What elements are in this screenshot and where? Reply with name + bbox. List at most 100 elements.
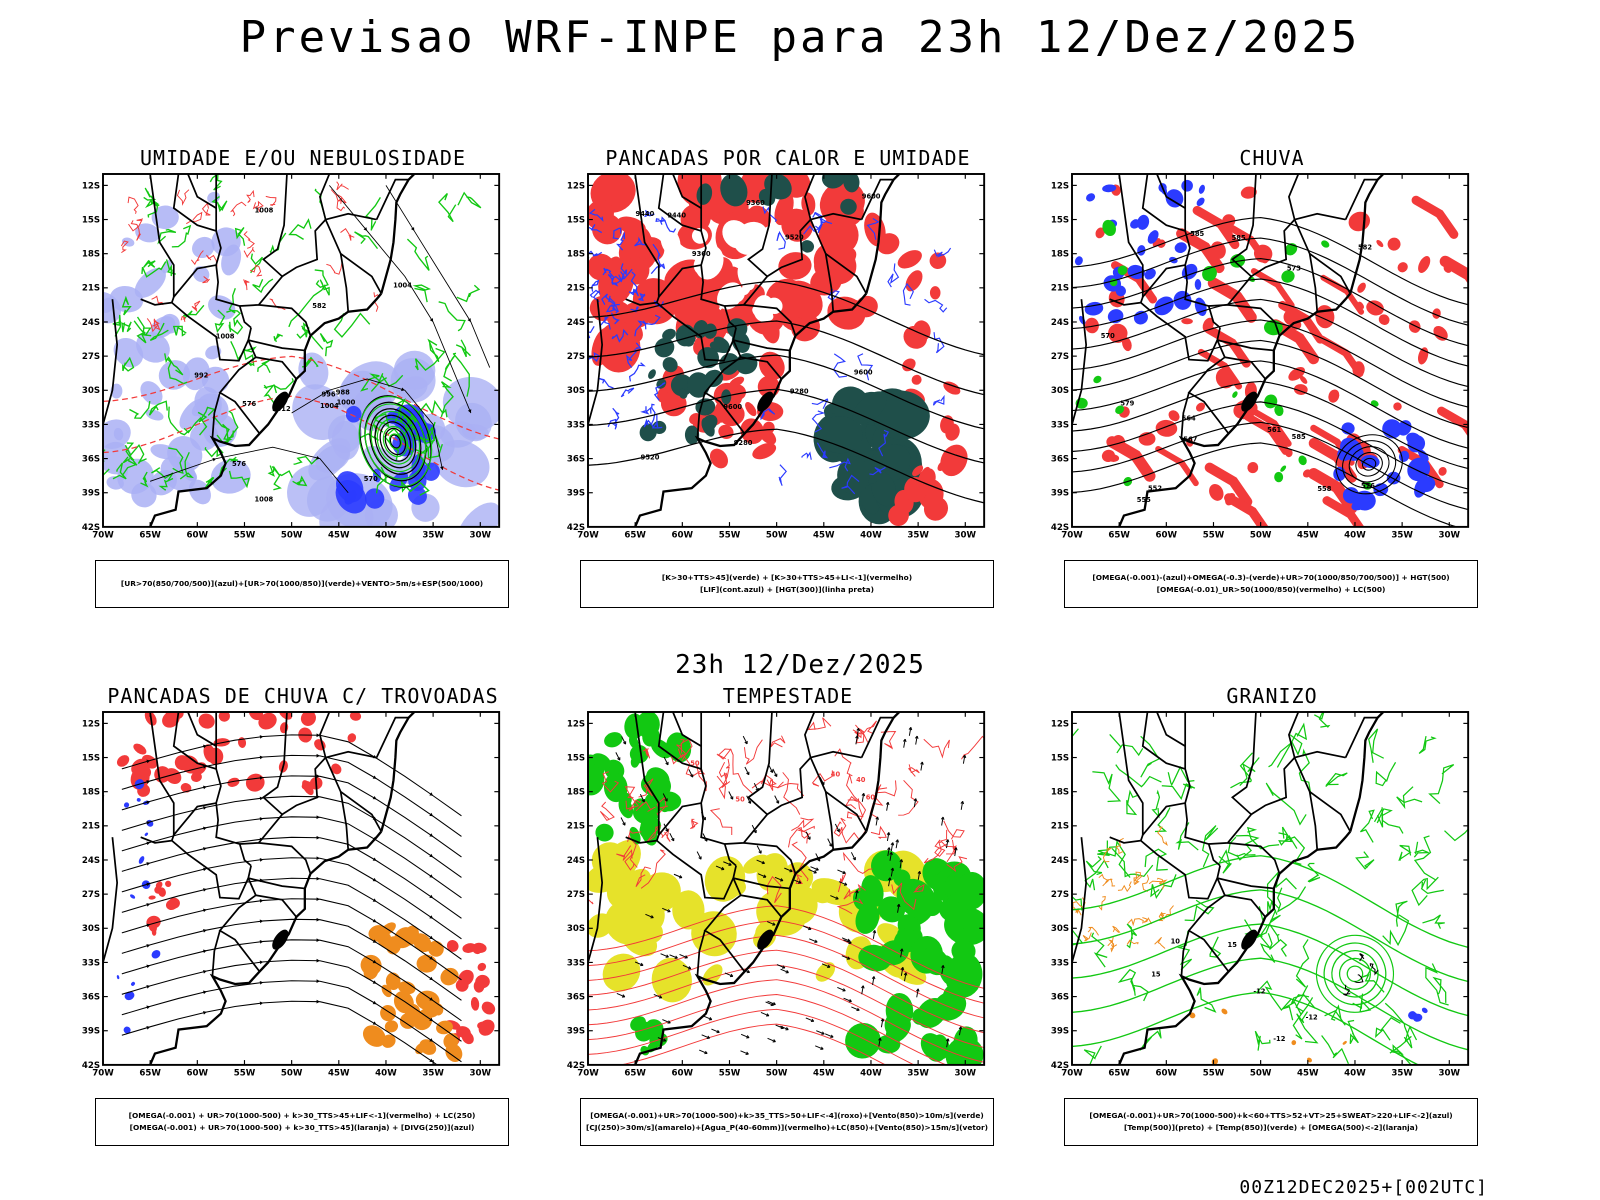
lon-tick-label: 70W <box>1061 530 1083 540</box>
forecast-map: 50 40 60 50 40 12S 15S 18S 21S 24S 27S 30S 33S 36S 39S… <box>567 711 986 1078</box>
lat-tick-label: 12S <box>1051 719 1069 729</box>
lon-tick-label: 30W <box>470 1068 492 1078</box>
lat-tick-label: 42S <box>567 1061 585 1071</box>
lon-tick-label: 35W <box>1391 530 1413 540</box>
contour-label: 1008 <box>216 332 235 340</box>
contour-label: 60 <box>866 794 876 802</box>
contour-label: 50 <box>690 759 700 767</box>
contour-label: 1000 <box>337 398 356 406</box>
lat-tick-label: 21S <box>567 822 585 832</box>
lat-tick-label: 27S <box>82 890 100 900</box>
lon-tick-label: 35W <box>422 530 444 540</box>
lat-tick-label: 33S <box>1051 958 1069 968</box>
lat-tick-label: 12S <box>567 181 585 191</box>
lon-tick-label: 45W <box>1297 530 1319 540</box>
lat-tick-label: 36S <box>1051 454 1069 464</box>
contour-label: 585 <box>1292 433 1306 441</box>
map-layers: 1008101210081004100099699298810041008570… <box>103 174 500 527</box>
lon-tick-label: 45W <box>1297 1068 1319 1078</box>
lon-tick-label: 70W <box>577 530 599 540</box>
lon-tick-label: 30W <box>470 530 492 540</box>
panel-title: CHUVA <box>1239 146 1305 170</box>
contour-label: 558 <box>1317 485 1331 493</box>
contour-label: 1004 <box>393 281 412 289</box>
contour-label: 996 <box>322 391 336 399</box>
contour-label: 561 <box>1267 426 1281 434</box>
lat-tick-label: 36S <box>82 454 100 464</box>
lat-tick-label: 30S <box>1051 924 1069 934</box>
lat-tick-label: 18S <box>1051 788 1069 798</box>
lon-tick-label: 30W <box>1439 1068 1461 1078</box>
lon-tick-label: 55W <box>234 1068 256 1078</box>
contour-label: 40 <box>856 776 866 784</box>
contour-label: 15 <box>1228 941 1238 949</box>
legend-line: [OMEGA(-0.001)+UR>70(1000-500)+k>35_TTS>… <box>590 1111 984 1120</box>
lat-tick-label: 36S <box>567 454 585 464</box>
map-layers: 50 40 60 50 40 <box>588 712 985 1065</box>
lat-tick-label: 15S <box>1051 215 1069 225</box>
panel-title: TEMPESTADE <box>722 684 854 708</box>
forecast-time-label: 23h 12/Dez/2025 <box>675 650 925 680</box>
contour-label: 10 <box>1171 938 1181 946</box>
coastline-borders <box>103 712 416 1065</box>
lon-tick-label: 60W <box>672 1068 694 1078</box>
coastline-borders <box>103 174 416 527</box>
contour-label: 9520 <box>785 234 804 242</box>
contour-label: 9600 <box>862 192 881 200</box>
lon-tick-label: 70W <box>92 530 114 540</box>
forecast-map: 1008101210081004100099699298810041008570… <box>82 173 501 540</box>
lat-tick-label: 30S <box>567 386 585 396</box>
contour-label: 573 <box>1287 265 1301 273</box>
lat-tick-label: 36S <box>1051 992 1069 1002</box>
lat-tick-label: 39S <box>1051 1027 1069 1037</box>
lat-tick-label: 39S <box>567 489 585 499</box>
lon-tick-label: 65W <box>139 530 161 540</box>
legend-line: [OMEGA(-0.001) + UR>70(1000-500) + k>30_… <box>128 1111 476 1120</box>
lat-tick-label: 42S <box>82 1061 100 1071</box>
lat-tick-label: 15S <box>1051 753 1069 763</box>
legend-line: [OMEGA(-0.01)_UR>50(1000/850)(vermelho) … <box>1156 585 1386 594</box>
contour-label: 582 <box>312 302 326 310</box>
panel-granizo: GRANIZO -12 -12 -12 15 10 15 12S 15S 18S 21S 24S 27S… <box>1051 684 1482 1146</box>
contour-label: 9280 <box>790 387 809 395</box>
contour-label: 1012 <box>272 405 291 413</box>
contour-label: -12 <box>1253 988 1265 996</box>
contour-label: 1008 <box>254 496 273 504</box>
contour-label: 585 <box>1232 234 1246 242</box>
lat-tick-label: 21S <box>82 822 100 832</box>
map-layers <box>103 712 496 1065</box>
lat-tick-label: 42S <box>1051 523 1069 533</box>
lon-tick-label: 60W <box>187 1068 209 1078</box>
contour-label: 9520 <box>641 453 660 461</box>
legend-line: [LIF](cont.azul) + [HGT(300)](linha pret… <box>700 585 874 594</box>
lon-tick-label: 40W <box>860 1068 882 1078</box>
contour-label: 988 <box>336 389 350 397</box>
legend-caption: [OMEGA(-0.001)-(azul)+OMEGA(-0.3)-(verde… <box>1064 560 1478 608</box>
lat-tick-label: 30S <box>567 924 585 934</box>
lon-tick-label: 70W <box>92 1068 114 1078</box>
lon-tick-label: 40W <box>375 1068 397 1078</box>
lat-tick-label: 21S <box>82 284 100 294</box>
lon-tick-label: 45W <box>328 1068 350 1078</box>
lon-tick-label: 50W <box>1250 1068 1272 1078</box>
map-layers: 9600 9520 9440 9360 9280 9600 9520 9440 9360 9280… <box>588 174 985 527</box>
lon-tick-label: 35W <box>907 1068 929 1078</box>
lat-tick-label: 39S <box>1051 489 1069 499</box>
lat-tick-label: 30S <box>82 386 100 396</box>
lat-tick-label: 33S <box>1051 420 1069 430</box>
lon-tick-label: 60W <box>672 530 694 540</box>
lon-tick-label: 50W <box>281 1068 303 1078</box>
contour-label: 1004 <box>320 402 339 410</box>
panel-title: PANCADAS DE CHUVA C/ TROVOADAS <box>107 684 499 708</box>
lat-tick-label: 18S <box>567 788 585 798</box>
lon-tick-label: 70W <box>1061 1068 1083 1078</box>
contour-label: 576 <box>1361 482 1375 490</box>
legend-line: [Temp(500)](preto) + [Temp(850)](verde) … <box>1123 1123 1419 1132</box>
contour-label: 579 <box>1120 399 1134 407</box>
contour-label: 1008 <box>255 207 274 215</box>
legend-line: [OMEGA(-0.001)+UR>70(1000-500)+k<60+TTS>… <box>1089 1111 1453 1120</box>
lat-tick-label: 15S <box>567 753 585 763</box>
lon-tick-label: 30W <box>955 1068 977 1078</box>
